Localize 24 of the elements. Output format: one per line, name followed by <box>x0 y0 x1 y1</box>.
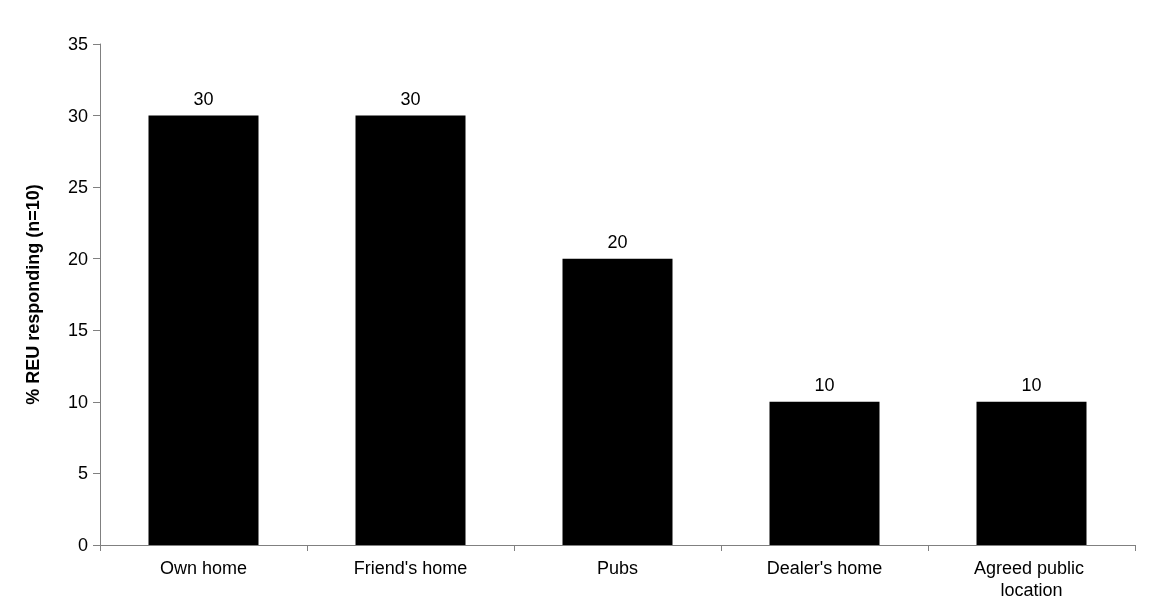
x-tick-label: Dealer's home <box>766 558 883 578</box>
y-tick-label: 5 <box>77 463 88 484</box>
data-label: 10 <box>1021 374 1042 395</box>
bar <box>769 401 880 545</box>
data-label: 20 <box>607 231 628 252</box>
bar <box>562 258 673 545</box>
y-tick-label: 30 <box>67 105 88 126</box>
x-tick-label: Agreed public location <box>973 558 1090 600</box>
y-tick-label: 0 <box>77 535 88 555</box>
y-axis-title: % REU responding (n=10) <box>23 184 43 405</box>
bar <box>976 401 1087 545</box>
y-tick-label: 35 <box>67 34 88 54</box>
x-tick-label: Pubs <box>596 558 639 578</box>
y-tick-label: 20 <box>67 248 88 269</box>
y-tick-label: 10 <box>67 391 88 412</box>
x-tick-label: Friend's home <box>353 558 468 578</box>
y-tick-label: 25 <box>67 177 88 198</box>
data-label: 10 <box>814 374 835 395</box>
data-label: 30 <box>400 88 421 109</box>
bar <box>148 115 259 545</box>
bar <box>355 115 466 545</box>
x-tick-label: Own home <box>159 558 248 578</box>
data-label: 30 <box>193 88 214 109</box>
y-tick-label: 15 <box>67 320 88 341</box>
